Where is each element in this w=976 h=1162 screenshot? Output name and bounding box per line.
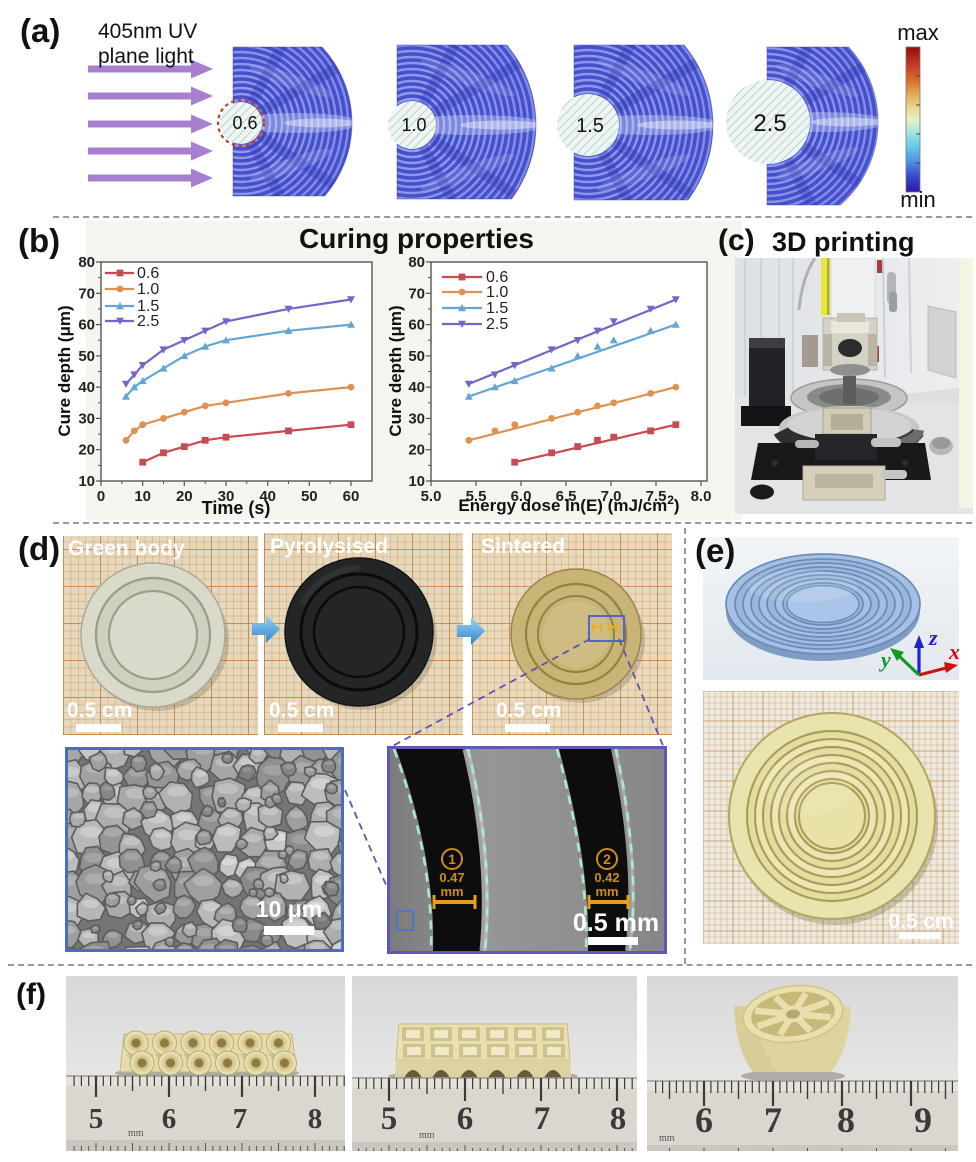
svg-text:50: 50 bbox=[78, 348, 95, 365]
svg-text:8: 8 bbox=[610, 1101, 627, 1137]
svg-text:6.5: 6.5 bbox=[556, 488, 577, 505]
svg-text:30: 30 bbox=[78, 410, 95, 427]
svg-text:60: 60 bbox=[408, 317, 425, 334]
svg-text:max: max bbox=[897, 20, 939, 45]
svg-text:0: 0 bbox=[97, 488, 105, 505]
svg-text:2.5: 2.5 bbox=[753, 110, 786, 137]
svg-text:1.0: 1.0 bbox=[137, 281, 159, 298]
svg-text:0.5 mm: 0.5 mm bbox=[573, 909, 659, 937]
svg-text:6: 6 bbox=[695, 1100, 713, 1140]
svg-text:8.0: 8.0 bbox=[691, 488, 712, 505]
svg-text:20: 20 bbox=[78, 442, 95, 459]
svg-text:1.0: 1.0 bbox=[401, 115, 426, 135]
svg-text:30: 30 bbox=[408, 410, 425, 427]
svg-text:20: 20 bbox=[176, 488, 193, 505]
svg-text:z: z bbox=[928, 625, 938, 650]
svg-text:0.5 cm: 0.5 cm bbox=[888, 910, 953, 933]
svg-text:1.5: 1.5 bbox=[486, 300, 508, 317]
svg-text:1: 1 bbox=[448, 851, 456, 867]
svg-text:Time (s): Time (s) bbox=[202, 498, 271, 518]
svg-text:2: 2 bbox=[603, 851, 611, 867]
svg-text:10: 10 bbox=[78, 473, 95, 490]
svg-text:40: 40 bbox=[408, 379, 425, 396]
svg-text:2.5: 2.5 bbox=[137, 313, 159, 330]
svg-text:mm: mm bbox=[440, 884, 463, 899]
svg-text:0.6: 0.6 bbox=[486, 269, 508, 286]
svg-text:Energy dose ln(E) (mJ/cm2): Energy dose ln(E) (mJ/cm2) bbox=[458, 493, 679, 515]
svg-text:Cure depth (μm): Cure depth (μm) bbox=[55, 305, 74, 436]
svg-text:6.0: 6.0 bbox=[511, 488, 532, 505]
svg-text:9: 9 bbox=[914, 1100, 932, 1140]
svg-text:2.5: 2.5 bbox=[486, 316, 508, 333]
svg-text:mm: mm bbox=[128, 1128, 144, 1139]
svg-text:5: 5 bbox=[89, 1103, 104, 1135]
svg-text:0.6: 0.6 bbox=[137, 265, 159, 282]
svg-text:10 μm: 10 μm bbox=[256, 896, 323, 922]
svg-text:10: 10 bbox=[134, 488, 151, 505]
svg-text:5.5: 5.5 bbox=[466, 488, 487, 505]
svg-text:10: 10 bbox=[408, 473, 425, 490]
svg-text:30: 30 bbox=[218, 488, 235, 505]
svg-text:70: 70 bbox=[78, 285, 95, 302]
svg-text:60: 60 bbox=[78, 317, 95, 334]
svg-text:40: 40 bbox=[259, 488, 276, 505]
svg-text:8: 8 bbox=[837, 1100, 855, 1140]
svg-text:6: 6 bbox=[162, 1103, 177, 1135]
svg-text:1.0: 1.0 bbox=[486, 284, 508, 301]
svg-text:6: 6 bbox=[457, 1101, 474, 1137]
svg-text:20: 20 bbox=[408, 442, 425, 459]
svg-text:7.5: 7.5 bbox=[646, 488, 667, 505]
svg-text:mm: mm bbox=[419, 1130, 435, 1141]
svg-text:7: 7 bbox=[233, 1103, 248, 1135]
svg-text:x: x bbox=[948, 639, 959, 664]
svg-text:1.5: 1.5 bbox=[137, 298, 159, 315]
svg-text:0.47: 0.47 bbox=[439, 870, 464, 885]
svg-text:5: 5 bbox=[381, 1101, 398, 1137]
svg-text:80: 80 bbox=[78, 254, 95, 271]
svg-text:40: 40 bbox=[78, 379, 95, 396]
svg-text:80: 80 bbox=[408, 254, 425, 271]
svg-text:mm: mm bbox=[659, 1133, 675, 1144]
svg-text:y: y bbox=[878, 647, 891, 672]
svg-text:70: 70 bbox=[408, 285, 425, 302]
svg-text:8: 8 bbox=[308, 1103, 323, 1135]
svg-text:0.6: 0.6 bbox=[232, 113, 257, 133]
svg-text:50: 50 bbox=[408, 348, 425, 365]
svg-text:50: 50 bbox=[301, 488, 318, 505]
svg-text:Cure depth (μm): Cure depth (μm) bbox=[386, 305, 405, 436]
svg-text:1.5: 1.5 bbox=[576, 115, 604, 137]
svg-text:7.0: 7.0 bbox=[601, 488, 622, 505]
svg-text:7: 7 bbox=[764, 1100, 782, 1140]
svg-text:min: min bbox=[900, 187, 935, 212]
svg-text:0.42: 0.42 bbox=[594, 870, 619, 885]
svg-text:7: 7 bbox=[534, 1101, 551, 1137]
svg-text:60: 60 bbox=[343, 488, 360, 505]
svg-text:mm: mm bbox=[595, 884, 618, 899]
svg-text:5.0: 5.0 bbox=[421, 488, 442, 505]
